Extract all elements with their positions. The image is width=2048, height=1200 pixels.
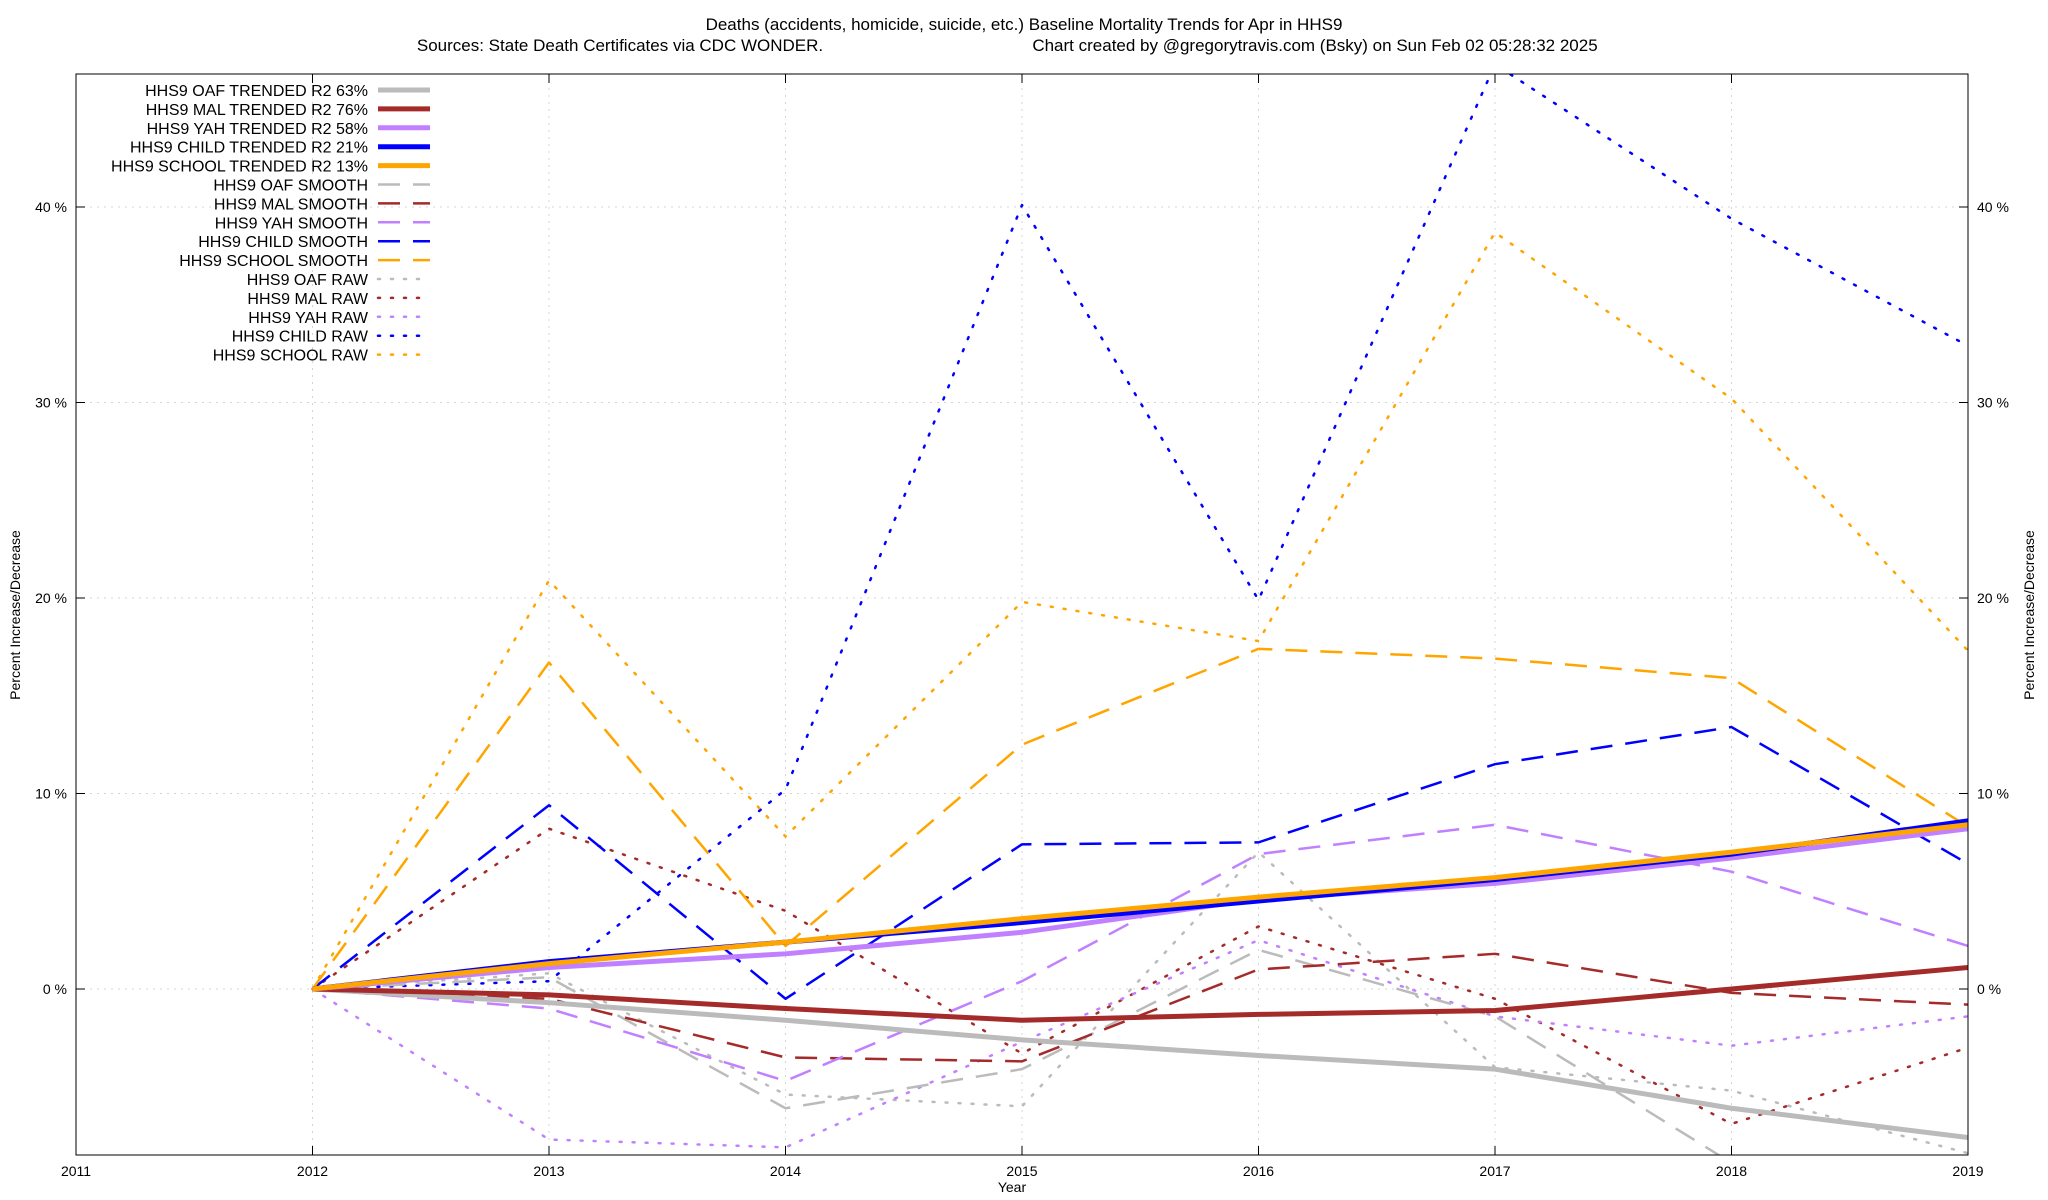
legend-label: HHS9 CHILD SMOOTH [198,234,368,251]
series-layer [311,74,1968,1155]
axis-ticks: 2011 2012 2013 2014 2015 2016 2017 2018 2019 0 % 0… [35,74,2009,1179]
legend-label: HHS9 CHILD TRENDED R2 21% [130,140,368,157]
series-line-11 [311,850,1968,1155]
y-tick-label: 10 % [35,786,67,802]
legend-label: HHS9 MAL SMOOTH [214,196,368,213]
chart-title: Deaths (accidents, homicide, suicide, et… [706,15,1343,34]
series-line-14 [311,74,1968,991]
series-line-1 [312,986,1968,1141]
legend-label: HHS9 SCHOOL SMOOTH [179,253,368,270]
series-line-8 [312,823,1968,1083]
chart-subtitle-credit: Chart created by @gregorytravis.com (Bsk… [1032,36,1597,55]
series-line-2 [312,965,1968,1023]
x-tick-label: 2013 [533,1163,564,1179]
legend: HHS9 OAF TRENDED R2 63% HHS9 MAL TRENDED … [111,83,432,365]
x-tick-label: 2018 [1716,1163,1747,1179]
x-tick-label: 2012 [297,1163,328,1179]
series-line-9 [311,725,1968,1001]
legend-label: HHS9 MAL RAW [247,291,369,308]
series-line-12 [311,827,1968,1126]
y2-tick-label: 0 % [1977,981,2001,997]
series-line-3 [312,826,1968,992]
grid [76,74,1968,1155]
y-tick-label: 0 % [43,981,67,997]
legend-label: HHS9 MAL TRENDED R2 76% [146,102,368,119]
series-line-6 [312,948,1721,1155]
legend-label: HHS9 YAH RAW [248,310,369,327]
x-tick-label: 2019 [1952,1163,1983,1179]
series-line-13 [311,938,1968,1149]
y2-axis-title: Percent Increase/Decrease [2021,530,2037,700]
legend-label: HHS9 OAF RAW [247,272,369,289]
x-tick-label: 2014 [770,1163,801,1179]
x-axis-title: Year [998,1179,1027,1195]
legend-label: HHS9 SCHOOL RAW [213,348,369,365]
x-tick-label: 2015 [1006,1163,1037,1179]
series-line-5 [312,822,1968,992]
plot-frame [75,73,1969,1156]
legend-label: HHS9 OAF SMOOTH [213,178,368,195]
legend-label: HHS9 SCHOOL TRENDED R2 13% [111,159,368,176]
x-tick-label: 2016 [1243,1163,1274,1179]
y-tick-label: 20 % [35,590,67,606]
legend-label: HHS9 YAH TRENDED R2 58% [147,121,368,138]
legend-label: HHS9 OAF TRENDED R2 63% [145,83,368,100]
x-tick-label: 2011 [61,1163,91,1179]
y2-tick-label: 30 % [1977,395,2009,411]
y2-tick-label: 20 % [1977,590,2009,606]
y2-tick-label: 40 % [1977,199,2009,215]
series-line-15 [311,231,1968,991]
y-tick-label: 30 % [35,395,67,411]
legend-label: HHS9 CHILD RAW [232,329,369,346]
series-line-10 [311,647,1968,990]
legend-label: HHS9 YAH SMOOTH [215,215,368,232]
y2-tick-label: 10 % [1977,786,2009,802]
x-tick-label: 2017 [1479,1163,1510,1179]
y-axis-title: Percent Increase/Decrease [7,530,23,700]
y-tick-label: 40 % [35,199,67,215]
chart-subtitle-source: Sources: State Death Certificates via CD… [417,36,823,55]
